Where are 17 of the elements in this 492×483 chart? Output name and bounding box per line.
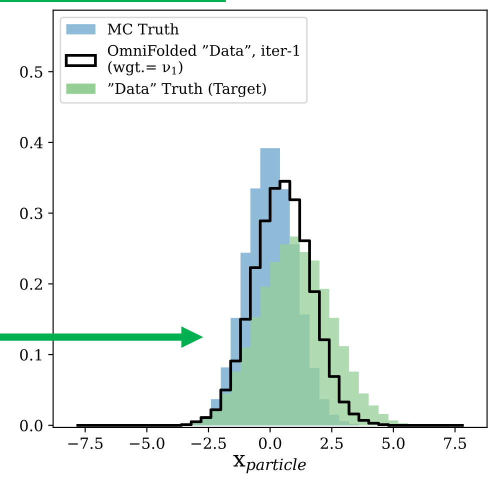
legend-label: ”Data” Truth (Target)	[108, 82, 266, 98]
legend-label: OmniFolded ”Data”, iter-1 (wgt.= ν$_{1}$)	[108, 44, 300, 76]
x-tick-label: 5.0	[382, 437, 405, 450]
y-tick-label: 0.0	[20, 420, 42, 432]
x-tick-label: 2.5	[320, 437, 343, 450]
y-tick-label: 0.1	[20, 349, 42, 361]
y-tick-label: 0.2	[20, 278, 42, 290]
y-tick-label: 0.3	[20, 208, 42, 220]
x-tick-label: −7.5	[68, 438, 103, 450]
x-tick-label: 0.0	[258, 437, 282, 450]
y-tick-label: 0.5	[20, 66, 42, 78]
legend-label: MC Truth	[108, 23, 179, 35]
x-tick-label: −2.5	[192, 437, 226, 450]
x-tick-label: 7.5	[444, 438, 466, 450]
x-tick-label: −5.0	[130, 437, 164, 450]
x-axis-title: x$_{particle}$	[233, 455, 306, 474]
y-tick-label: 0.4	[20, 136, 43, 148]
